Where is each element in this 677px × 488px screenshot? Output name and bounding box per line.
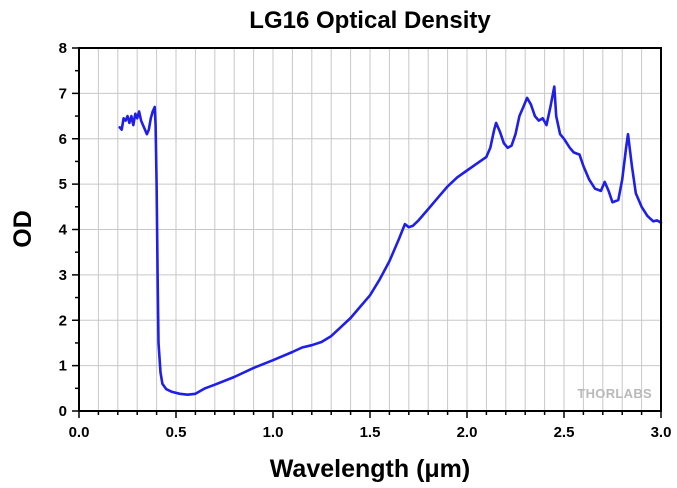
y-tick-label: 0 xyxy=(59,403,67,420)
od-series-line xyxy=(118,85,663,396)
y-tick-label: 5 xyxy=(59,176,67,193)
x-tick-labels: 0.0 0.5 1.0 1.5 2.0 2.5 3.0 xyxy=(69,424,672,441)
y-tick-label: 7 xyxy=(59,85,67,102)
y-tick-label: 6 xyxy=(59,131,67,148)
x-axis-label: Wavelength (μm) xyxy=(270,455,471,483)
chart-title: LG16 Optical Density xyxy=(249,7,491,34)
y-tick-label: 4 xyxy=(59,222,68,239)
grid xyxy=(79,48,661,411)
x-tick-label: 2.5 xyxy=(554,424,575,441)
y-tick-label: 8 xyxy=(59,40,67,57)
x-tick-label: 0.0 xyxy=(69,424,90,441)
plot-frame xyxy=(78,47,662,412)
x-tick-label: 3.0 xyxy=(651,424,672,441)
x-tick-label: 1.0 xyxy=(263,424,284,441)
y-tick-label: 2 xyxy=(59,312,67,329)
x-tick-label: 0.5 xyxy=(166,424,187,441)
x-tick-label: 2.0 xyxy=(457,424,478,441)
y-axis-label: OD xyxy=(9,210,37,248)
thorlabs-watermark: THORLABS xyxy=(577,386,652,401)
y-tick-labels: 0 1 2 3 4 5 6 7 8 xyxy=(59,40,68,420)
series-group xyxy=(118,85,663,396)
y-tick-label: 3 xyxy=(59,267,67,284)
x-tick-label: 1.5 xyxy=(360,424,381,441)
y-tick-label: 1 xyxy=(59,358,67,375)
